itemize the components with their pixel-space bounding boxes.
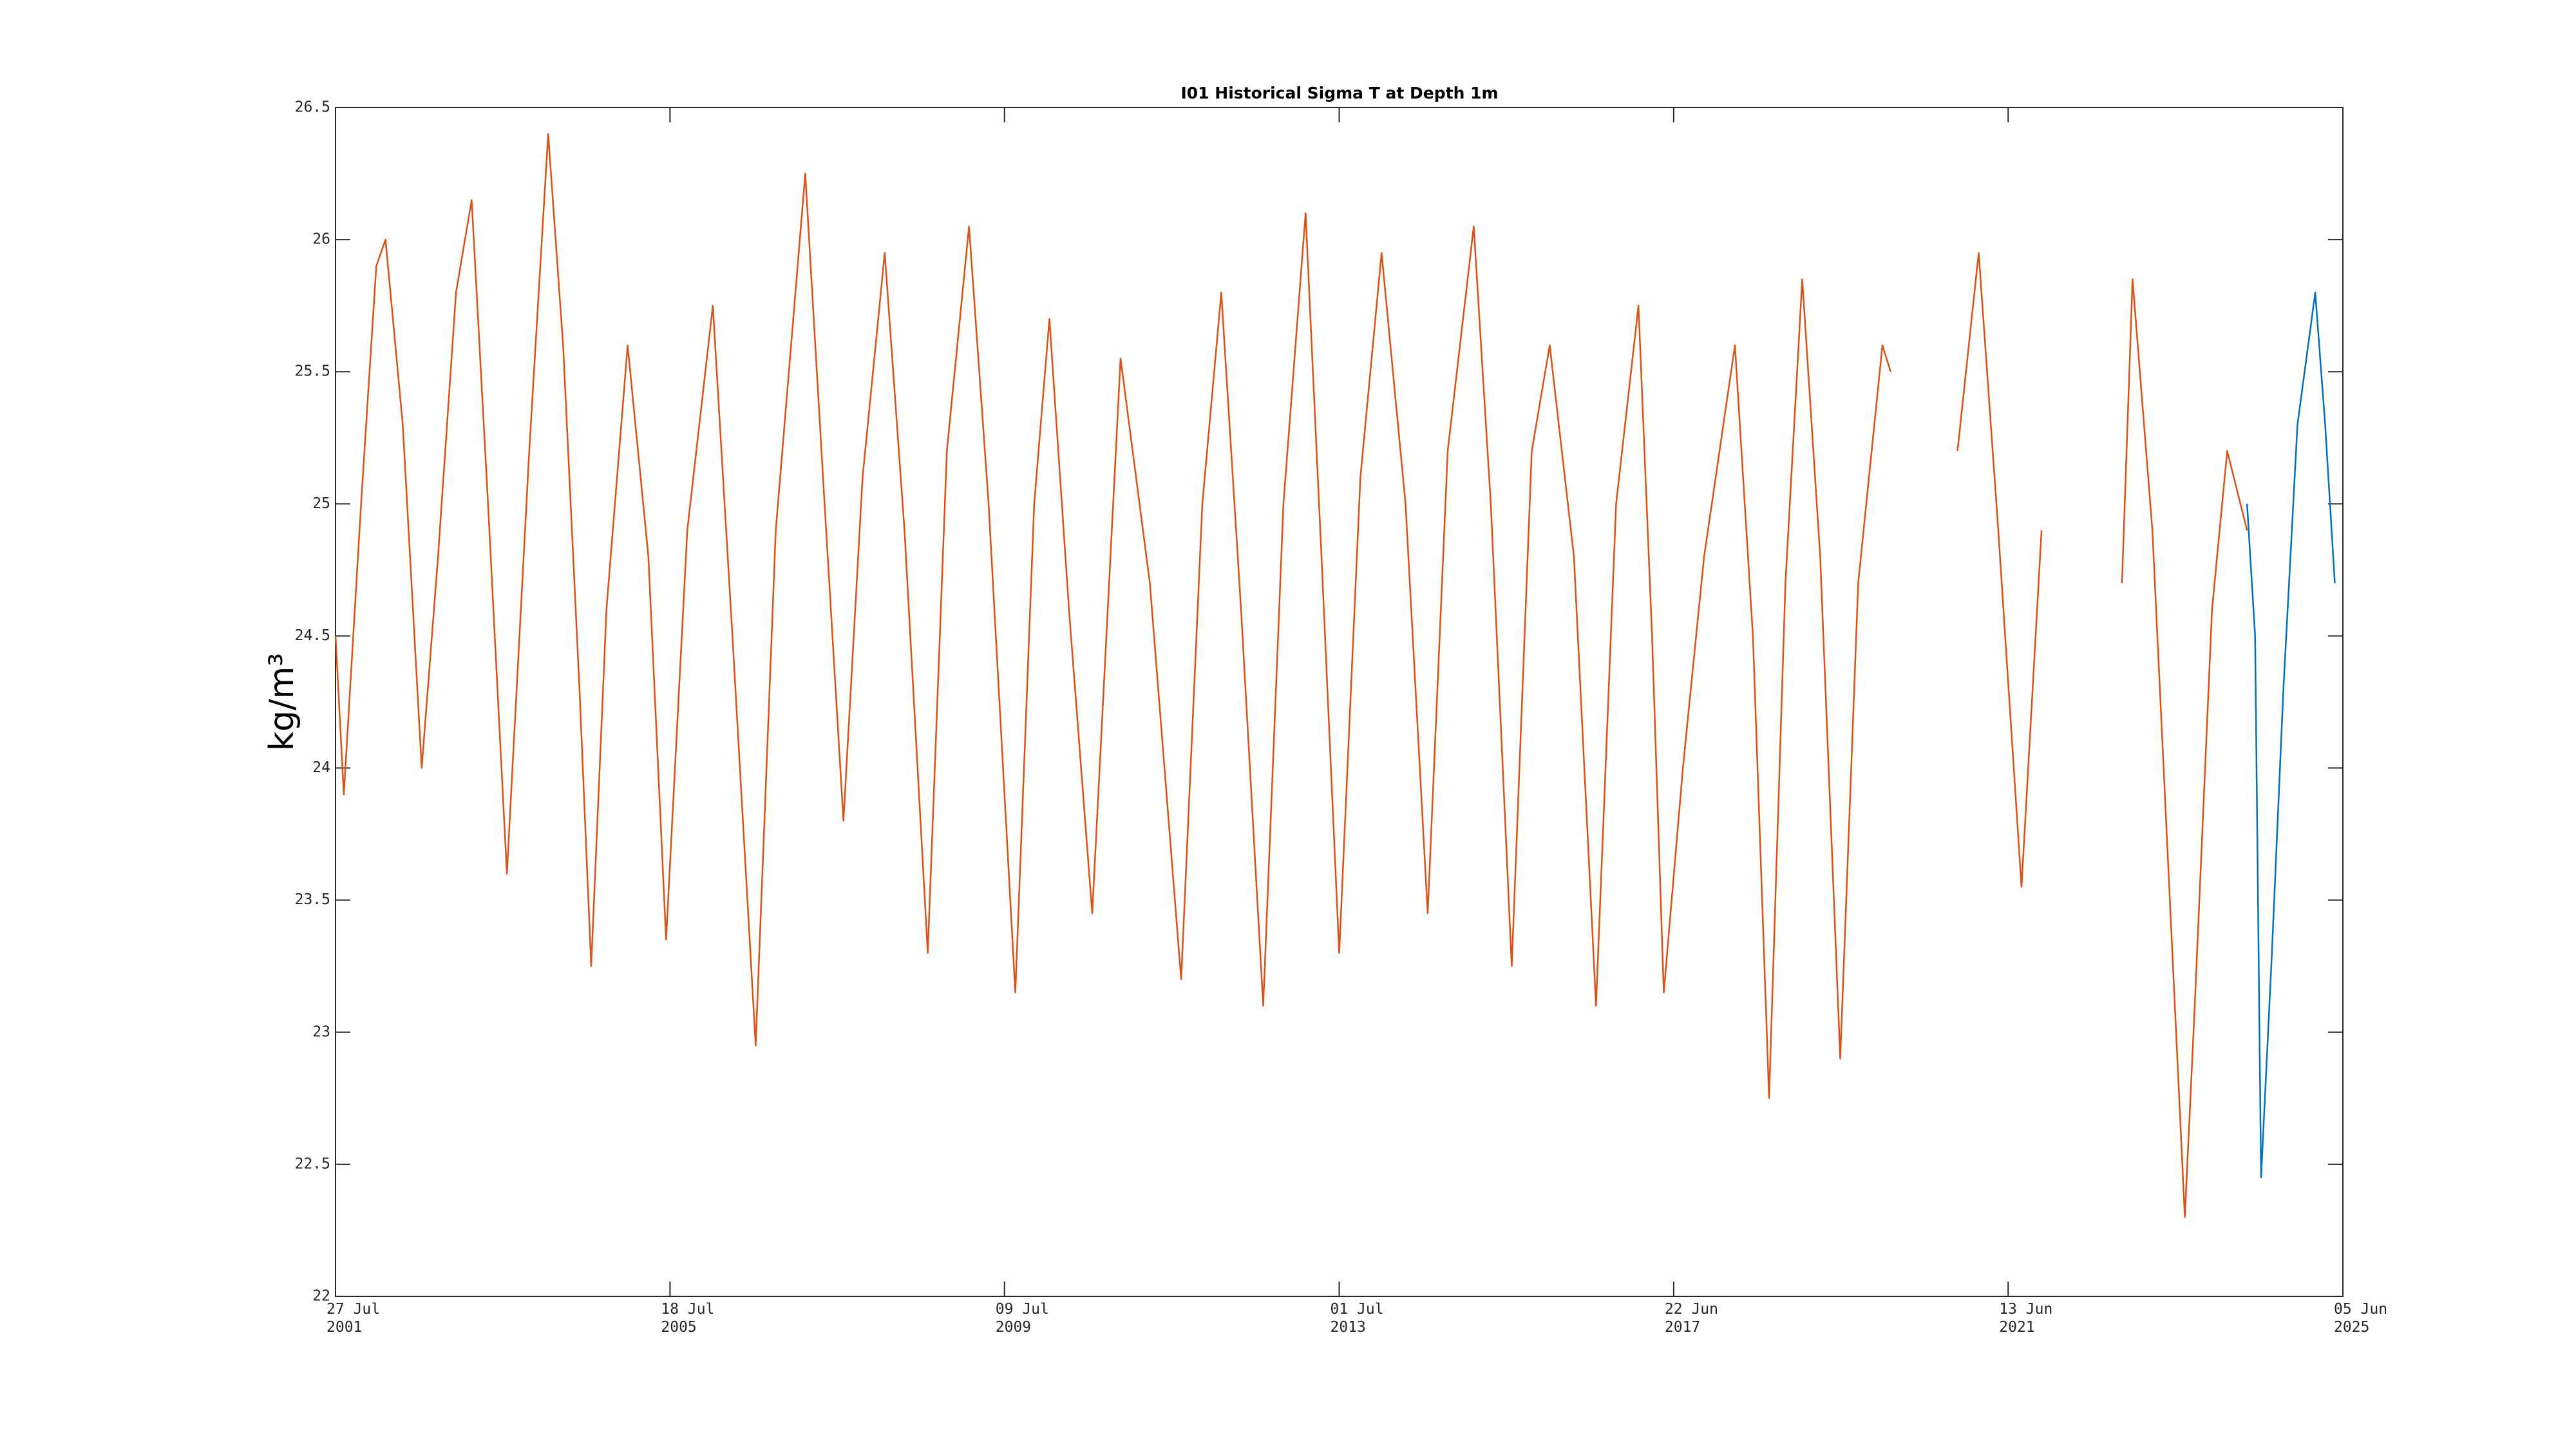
y-tick-label: 25.5 bbox=[295, 363, 330, 380]
y-tick-label: 24.5 bbox=[295, 627, 330, 644]
series-line bbox=[2246, 291, 2336, 1179]
series-line bbox=[334, 133, 2248, 1218]
x-tick-label: 01 Jul 2013 bbox=[1330, 1301, 1384, 1336]
x-tick-label: 18 Jul 2005 bbox=[661, 1301, 715, 1336]
x-tick-label: 13 Jun 2021 bbox=[1999, 1301, 2053, 1336]
y-tick-label: 26 bbox=[312, 231, 330, 248]
y-tick-label: 24 bbox=[312, 759, 330, 776]
x-tick-label: 27 Jul 2001 bbox=[327, 1301, 381, 1336]
y-tick-label: 22.5 bbox=[295, 1155, 330, 1172]
y-tick-label: 22 bbox=[312, 1288, 330, 1305]
plot-frame bbox=[335, 107, 2344, 1297]
x-tick-label: 22 Jun 2017 bbox=[1664, 1301, 1718, 1336]
y-tick-label: 26.5 bbox=[295, 99, 330, 116]
x-tick-label: 09 Jul 2009 bbox=[995, 1301, 1049, 1336]
y-tick-label: 23.5 bbox=[295, 891, 330, 908]
y-axis-label: kg/m³ bbox=[263, 653, 301, 751]
chart-title: I01 Historical Sigma T at Depth 1m bbox=[1180, 84, 1498, 102]
x-tick-label: 05 Jun 2025 bbox=[2334, 1301, 2388, 1336]
y-tick-label: 25 bbox=[312, 495, 330, 512]
y-tick-label: 23 bbox=[312, 1023, 330, 1040]
